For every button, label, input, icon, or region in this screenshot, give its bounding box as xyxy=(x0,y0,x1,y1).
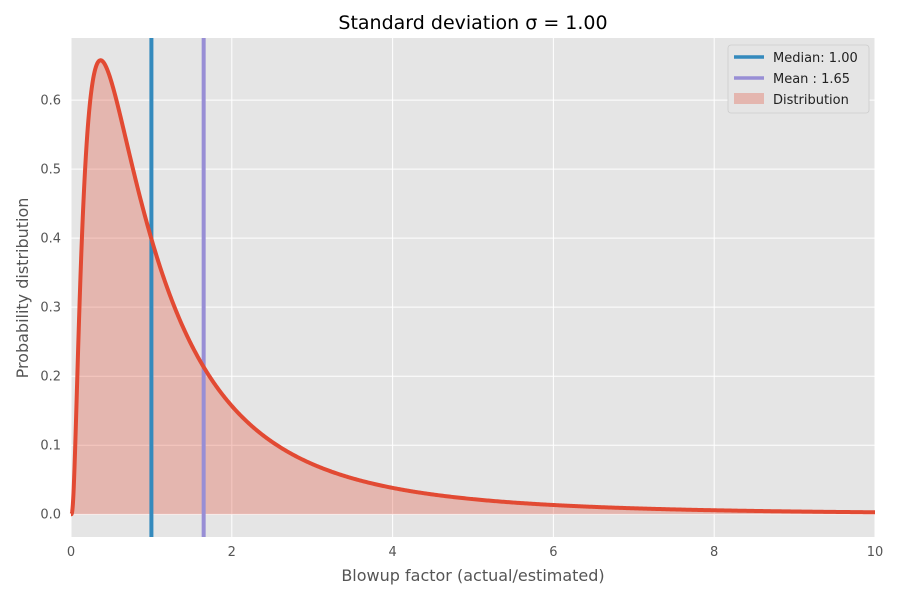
x-axis-label: Blowup factor (actual/estimated) xyxy=(341,566,604,585)
legend-box xyxy=(727,44,870,114)
x-tick-label: 8 xyxy=(710,545,718,560)
tick-labels: 0 2 4 6 8 10 0.0 0.1 0.2 0.3 0.4 0.5 0.6 xyxy=(40,94,883,560)
legend-distribution-label: Distribution xyxy=(773,93,849,108)
legend-mean-label: Mean : 1.65 xyxy=(773,72,850,87)
y-tick-label: 0.2 xyxy=(40,370,61,385)
y-tick-label: 0.6 xyxy=(40,94,61,109)
y-tick-label: 0.5 xyxy=(40,163,61,178)
distribution-curve xyxy=(69,58,876,517)
legend: Median: 1.00 Mean : 1.65 Distribution xyxy=(727,44,870,114)
y-axis-label: Probability distribution xyxy=(13,198,32,379)
plot-content xyxy=(69,38,876,537)
x-tick-label: 6 xyxy=(549,545,557,560)
x-tick-label: 10 xyxy=(867,545,884,560)
x-tick-label: 2 xyxy=(228,545,236,560)
legend-median-label: Median: 1.00 xyxy=(773,51,858,66)
y-tick-label: 0.1 xyxy=(40,439,61,454)
y-tick-label: 0.0 xyxy=(40,508,61,523)
y-tick-label: 0.4 xyxy=(40,232,61,247)
y-tick-label: 0.3 xyxy=(40,301,61,316)
legend-distribution-swatch xyxy=(734,93,764,104)
chart-title: Standard deviation σ = 1.00 xyxy=(338,12,607,34)
x-tick-label: 0 xyxy=(67,545,75,560)
x-tick-label: 4 xyxy=(388,545,396,560)
